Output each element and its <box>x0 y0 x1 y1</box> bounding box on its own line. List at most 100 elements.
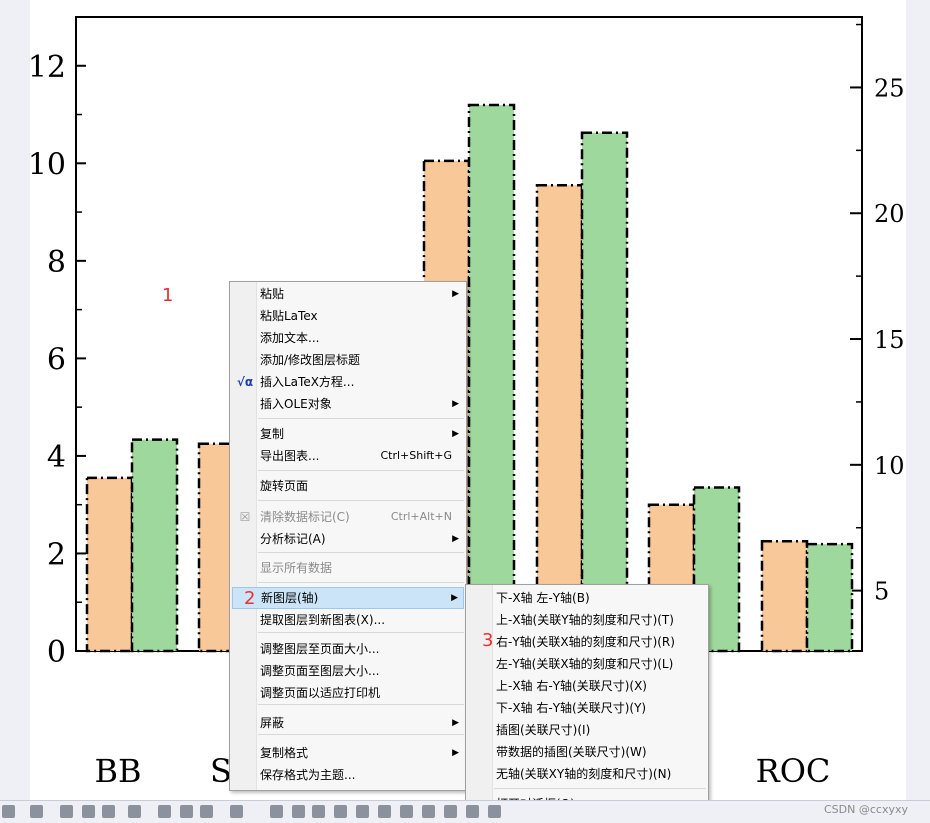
menu-item[interactable]: 调整页面至图层大小... <box>232 660 464 682</box>
left-tick-label: 12 <box>28 50 66 85</box>
menu-item-label: 插入LaTeX方程... <box>260 375 355 389</box>
menu-item[interactable]: 导出图表... Ctrl+Shift+G <box>232 445 464 467</box>
menu-item[interactable]: 旋转页面 <box>232 475 464 497</box>
bar-series-1 <box>760 540 809 653</box>
toolbar-icon[interactable] <box>378 805 391 818</box>
toolbar-icon[interactable] <box>158 805 171 818</box>
latex-equation-icon: √α <box>236 375 254 389</box>
menu-item[interactable]: √α 插入LaTeX方程... <box>232 371 464 393</box>
menu-item[interactable]: 调整页面以适应打印机 <box>232 682 464 704</box>
menu-item-label: 右-Y轴(关联X轴的刻度和尺寸)(R) <box>496 635 675 649</box>
annotation-mark-3: 3 <box>482 630 494 651</box>
bottom-toolbar <box>0 800 930 823</box>
toolbar-icon[interactable] <box>270 805 283 818</box>
menu-item-label: 提取图层到新图表(X)... <box>260 613 386 627</box>
menu-item[interactable]: 下-X轴 右-Y轴(关联尺寸)(Y) <box>468 697 706 719</box>
menu-item-label: 下-X轴 左-Y轴(B) <box>496 591 590 605</box>
bar-series-1 <box>85 476 134 653</box>
bar-series-2 <box>580 131 629 653</box>
menu-item[interactable]: 添加文本... <box>232 327 464 349</box>
toolbar-icon[interactable] <box>356 805 369 818</box>
menu-item-label: 保存格式为主题... <box>260 768 356 782</box>
menu-item-label: 旋转页面 <box>260 479 309 493</box>
menu-item[interactable]: ☒ 清除数据标记(C) Ctrl+Alt+N <box>232 506 464 528</box>
menu-item[interactable]: 右-Y轴(关联X轴的刻度和尺寸)(R) <box>468 631 706 653</box>
toolbar-icon[interactable] <box>200 805 213 818</box>
menu-item-label: 插入OLE对象 <box>260 397 332 411</box>
new-layer-submenu: 下-X轴 左-Y轴(B) 上-X轴(关联Y轴的刻度和尺寸)(T) 右-Y轴(关联X轴… <box>465 584 709 820</box>
toolbar-icon[interactable] <box>82 805 95 818</box>
category-label: S <box>210 752 232 790</box>
context-menu: 粘贴 ▶ 粘贴LaTex 添加文本... 添加/修改图层标题 √α 插入LaTeX方程...… <box>229 281 467 791</box>
menu-item-label: 复制 <box>260 427 285 441</box>
menu-item[interactable]: 新图层(轴) ▶ <box>232 587 464 609</box>
menu-item[interactable]: 复制 ▶ <box>232 423 464 445</box>
menu-item-label: 带数据的插图(关联尺寸)(W) <box>496 745 647 759</box>
toolbar-icon[interactable] <box>180 805 193 818</box>
menu-item-label: 显示所有数据 <box>260 561 333 575</box>
clear-markers-icon: ☒ <box>239 510 251 524</box>
menu-item[interactable]: 分析标记(A) ▶ <box>232 528 464 550</box>
toolbar-icon[interactable] <box>422 805 435 818</box>
menu-separator <box>258 470 464 471</box>
left-tick-label: 10 <box>28 147 66 182</box>
menu-item-label: 导出图表... <box>260 449 320 463</box>
submenu-icon-gutter <box>466 585 493 819</box>
menu-item[interactable]: 带数据的插图(关联尺寸)(W) <box>468 741 706 763</box>
toolbar-icon[interactable] <box>292 805 305 818</box>
menu-item-label: 复制格式 <box>260 746 309 760</box>
menu-item-label: 无轴(关联XY轴的刻度和尺寸)(N) <box>496 767 672 781</box>
toolbar-icon[interactable] <box>444 805 457 818</box>
menu-item[interactable]: 上-X轴(关联Y轴的刻度和尺寸)(T) <box>468 609 706 631</box>
left-tick-label: 4 <box>47 440 66 475</box>
menu-item[interactable]: 屏蔽 ▶ <box>232 712 464 734</box>
menu-item-label: 上-X轴(关联Y轴的刻度和尺寸)(T) <box>496 613 674 627</box>
menu-item[interactable]: 左-Y轴(关联X轴的刻度和尺寸)(L) <box>468 653 706 675</box>
menu-item[interactable]: 无轴(关联XY轴的刻度和尺寸)(N) <box>468 763 706 785</box>
menu-item[interactable]: 粘贴LaTex <box>232 305 464 327</box>
toolbar-icon[interactable] <box>102 805 115 818</box>
menu-item-label: 添加/修改图层标题 <box>260 353 361 367</box>
right-tick-label: 25 <box>874 74 905 102</box>
left-tick-label: 2 <box>47 537 66 572</box>
menu-item[interactable]: 显示所有数据 <box>232 557 464 579</box>
toolbar-icon[interactable] <box>30 805 43 818</box>
menu-shortcut: Ctrl+Alt+N <box>390 510 452 523</box>
bar-series-1 <box>535 184 584 653</box>
left-page-strip <box>0 0 30 800</box>
menu-item[interactable]: 粘贴 ▶ <box>232 283 464 305</box>
toolbar-icon[interactable] <box>488 805 501 818</box>
menu-item-label: 粘贴 <box>260 287 285 301</box>
menu-separator <box>258 632 464 633</box>
right-page-strip <box>906 0 930 800</box>
toolbar-icon[interactable] <box>466 805 479 818</box>
category-label: BB <box>94 752 141 790</box>
menu-item-label: 分析标记(A) <box>260 532 326 546</box>
menu-item-label: 粘贴LaTex <box>260 309 318 323</box>
menu-item-label: 上-X轴 右-Y轴(关联尺寸)(X) <box>496 679 647 693</box>
menu-item[interactable]: 上-X轴 右-Y轴(关联尺寸)(X) <box>468 675 706 697</box>
toolbar-icon[interactable] <box>2 805 15 818</box>
toolbar-icon[interactable] <box>60 805 73 818</box>
menu-item[interactable]: 保存格式为主题... <box>232 764 464 786</box>
menu-item[interactable]: 调整图层至页面大小... <box>232 638 464 660</box>
annotation-mark-1: 1 <box>162 285 174 306</box>
submenu-arrow-icon: ▶ <box>452 289 459 299</box>
menu-item[interactable]: 提取图层到新图表(X)... <box>232 609 464 631</box>
toolbar-icon[interactable] <box>334 805 347 818</box>
toolbar-icon[interactable] <box>128 805 141 818</box>
toolbar-icon[interactable] <box>230 805 243 818</box>
menu-item-label: 清除数据标记(C) <box>260 510 350 524</box>
menu-item-label: 屏蔽 <box>260 716 285 730</box>
menu-item[interactable]: 复制格式 ▶ <box>232 742 464 764</box>
menu-item-label: 左-Y轴(关联X轴的刻度和尺寸)(L) <box>496 657 674 671</box>
toolbar-icon[interactable] <box>400 805 413 818</box>
menu-item[interactable]: 添加/修改图层标题 <box>232 349 464 371</box>
menu-item[interactable]: 插入OLE对象 ▶ <box>232 393 464 415</box>
menu-item[interactable]: 下-X轴 左-Y轴(B) <box>468 587 706 609</box>
annotation-mark-2: 2 <box>244 588 256 609</box>
menu-item[interactable]: 插图(关联尺寸)(I) <box>468 719 706 741</box>
toolbar-icon[interactable] <box>312 805 325 818</box>
bar-series-2 <box>805 542 854 653</box>
submenu-arrow-icon: ▶ <box>452 399 459 409</box>
